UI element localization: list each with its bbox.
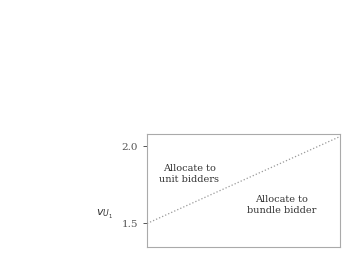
Text: Allocate to
unit bidders: Allocate to unit bidders <box>159 164 219 183</box>
Text: Allocate to
bundle bidder: Allocate to bundle bidder <box>247 195 316 215</box>
Text: $v_{U_1}$: $v_{U_1}$ <box>96 208 114 221</box>
